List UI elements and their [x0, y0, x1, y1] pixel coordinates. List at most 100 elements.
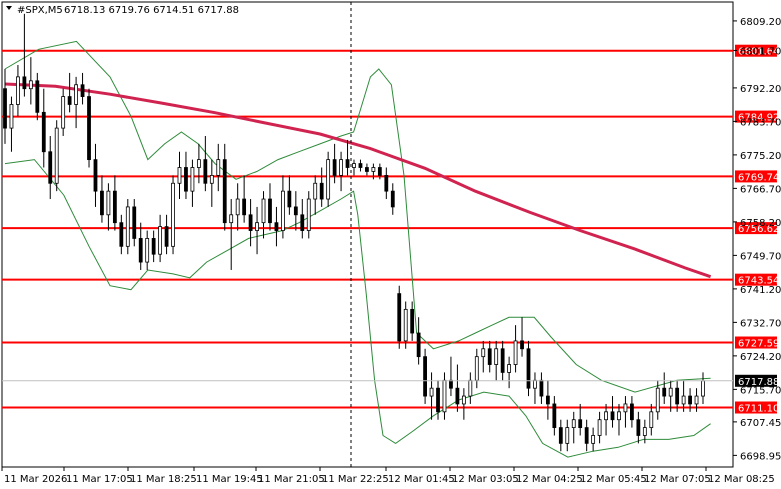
candle[interactable] [274, 206, 279, 247]
candle[interactable] [229, 199, 234, 270]
candle[interactable] [377, 163, 382, 180]
candle[interactable] [494, 340, 499, 381]
candle[interactable] [100, 175, 104, 223]
candle[interactable] [177, 151, 182, 200]
candle[interactable] [287, 175, 292, 215]
candle[interactable] [61, 88, 66, 136]
collapse-arrow-icon[interactable] [6, 6, 12, 10]
candle[interactable] [9, 96, 14, 152]
candle[interactable] [151, 230, 156, 263]
candle[interactable] [507, 356, 512, 389]
candle[interactable] [410, 301, 415, 341]
candle[interactable] [145, 230, 150, 270]
candle[interactable] [584, 419, 589, 452]
candle[interactable] [571, 411, 576, 444]
candle[interactable] [190, 159, 195, 207]
candle[interactable] [384, 167, 389, 200]
candle[interactable] [209, 159, 214, 207]
candlesticks[interactable] [3, 13, 705, 452]
candle[interactable] [332, 143, 337, 184]
candle[interactable] [119, 214, 124, 255]
candle[interactable] [481, 340, 486, 373]
candle[interactable] [358, 159, 363, 172]
candle[interactable] [500, 340, 505, 381]
price-axis[interactable]: 6809.20 6801.70 6792.20 6783.70 6775.20 6766.… [2, 17, 781, 462]
candle[interactable] [306, 191, 311, 239]
candle[interactable] [74, 76, 78, 129]
candle[interactable] [171, 175, 175, 255]
candle[interactable] [235, 183, 240, 231]
candle[interactable] [604, 403, 608, 436]
candle[interactable] [16, 65, 20, 117]
candle[interactable] [423, 348, 427, 404]
candle[interactable] [681, 380, 686, 412]
candle[interactable] [48, 135, 53, 200]
candle[interactable] [461, 388, 466, 420]
candle[interactable] [694, 388, 699, 412]
candle[interactable] [112, 175, 117, 231]
candle[interactable] [22, 13, 27, 97]
candle[interactable] [138, 222, 143, 270]
candle[interactable] [339, 151, 343, 192]
candle[interactable] [345, 139, 350, 176]
candle[interactable] [487, 340, 492, 373]
candle[interactable] [261, 191, 266, 239]
candle[interactable] [248, 199, 253, 247]
candle[interactable] [623, 396, 628, 428]
candle[interactable] [268, 183, 272, 231]
candle[interactable] [184, 151, 188, 200]
candle[interactable] [35, 72, 40, 121]
candle[interactable] [416, 317, 421, 365]
candle[interactable] [545, 380, 550, 420]
candle[interactable] [668, 380, 673, 412]
candle[interactable] [164, 214, 169, 255]
candle[interactable] [87, 88, 91, 168]
candle[interactable] [597, 411, 602, 444]
candle[interactable] [158, 214, 163, 263]
candle[interactable] [662, 372, 667, 404]
candle[interactable] [513, 325, 518, 373]
candle[interactable] [552, 396, 557, 436]
candle[interactable] [106, 183, 111, 231]
candle[interactable] [196, 143, 201, 184]
candle[interactable] [216, 143, 221, 192]
candle[interactable] [255, 206, 259, 255]
candle[interactable] [526, 340, 531, 397]
candle[interactable] [371, 163, 376, 180]
candle[interactable] [520, 317, 524, 357]
candle[interactable] [222, 143, 227, 231]
candle[interactable] [436, 380, 440, 420]
candle[interactable] [41, 88, 46, 168]
candle[interactable] [649, 403, 654, 436]
candle[interactable] [617, 403, 621, 436]
candle[interactable] [93, 143, 98, 207]
candle[interactable] [675, 380, 680, 412]
candle[interactable] [455, 364, 460, 412]
candle[interactable] [28, 57, 33, 105]
candle[interactable] [352, 159, 356, 176]
candle[interactable] [242, 175, 247, 223]
candle[interactable] [688, 388, 692, 412]
candle[interactable] [610, 396, 615, 428]
candle[interactable] [67, 72, 72, 113]
candle[interactable] [54, 120, 59, 192]
candle[interactable] [630, 396, 634, 428]
candle[interactable] [3, 68, 7, 144]
candle[interactable] [125, 199, 130, 255]
candle[interactable] [365, 163, 369, 176]
candle[interactable] [300, 199, 305, 239]
candle[interactable] [578, 403, 583, 436]
candle[interactable] [397, 285, 402, 349]
candle[interactable] [390, 183, 395, 215]
candle[interactable] [591, 427, 596, 452]
candle[interactable] [642, 419, 647, 444]
candle[interactable] [132, 199, 137, 247]
candle[interactable] [403, 301, 408, 349]
candle[interactable] [565, 419, 570, 452]
candle[interactable] [313, 175, 318, 215]
candle[interactable] [558, 419, 563, 452]
candle[interactable] [281, 175, 285, 239]
candle[interactable] [319, 167, 324, 207]
